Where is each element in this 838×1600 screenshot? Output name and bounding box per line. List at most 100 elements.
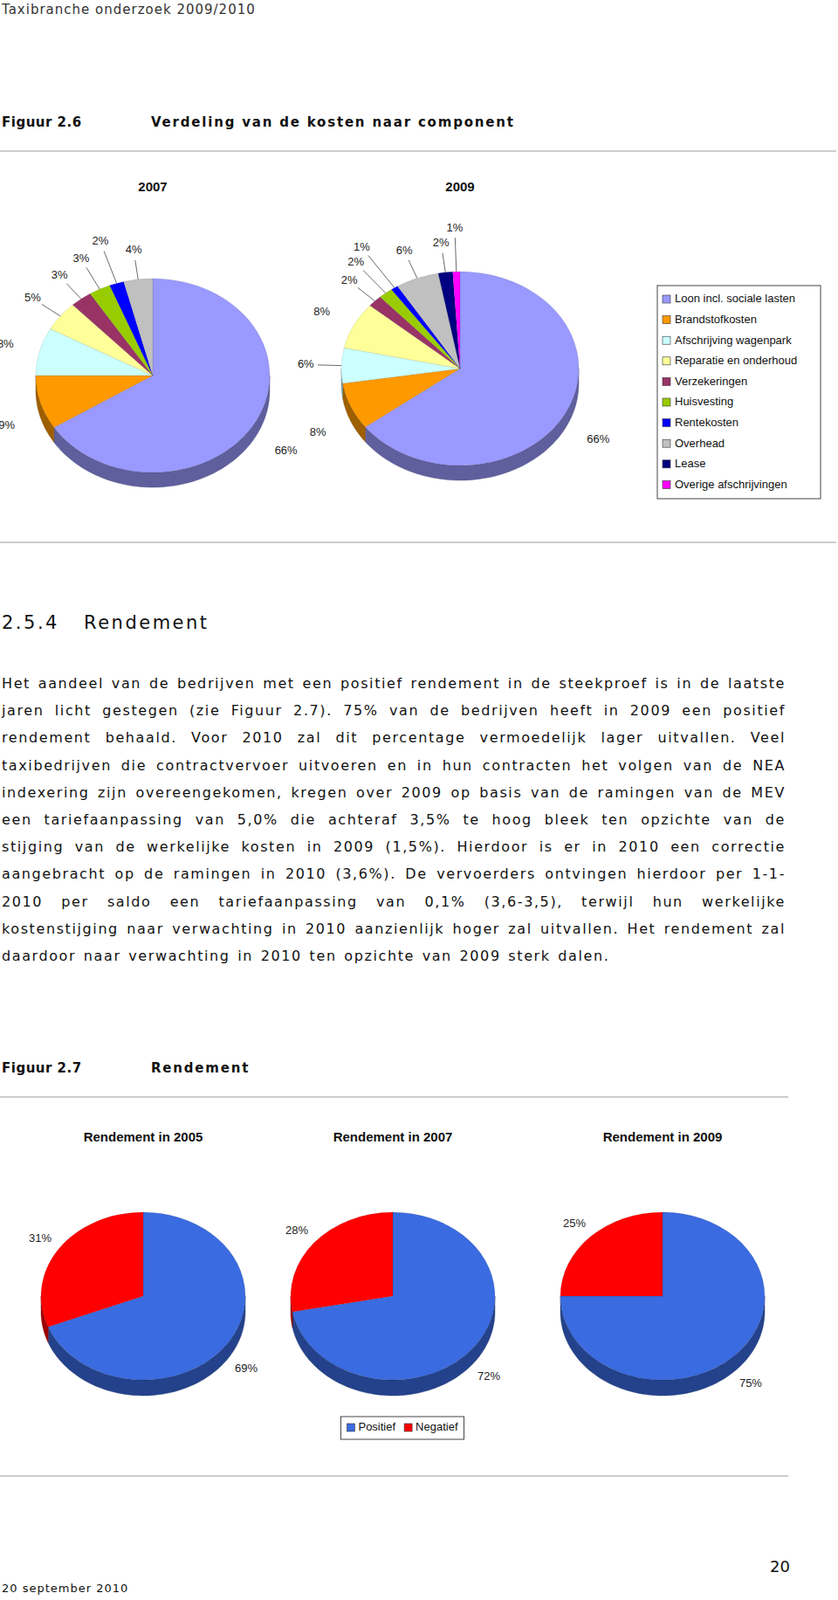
pie-slices: Loon incl. sociale lastenBrandstofkosten… [35, 278, 270, 473]
legend-swatch [404, 1422, 413, 1431]
leader-line [103, 250, 117, 283]
page-header: Taxibranche onderzoek 2009/2010 [1, 1, 256, 18]
legend-swatch [662, 357, 671, 365]
chart-title: 2007 [137, 178, 167, 194]
pie-slices: PositiefNegatief [290, 1211, 495, 1380]
pie-slice: Lease [438, 271, 461, 369]
legend-swatch [662, 336, 671, 344]
leader-line [442, 253, 446, 273]
chart-title: Rendement in 2009 [603, 1128, 723, 1144]
data-label: 9% [0, 418, 16, 432]
paragraph: Het aandeel van de bedrijven met een pos… [1, 669, 786, 969]
section-title: Rendement [83, 611, 210, 633]
legend-label: Huisvesting [674, 394, 734, 408]
pie-slices: PositiefNegatief [41, 1211, 246, 1380]
legend-swatch [346, 1422, 355, 1431]
legend-swatch [662, 480, 671, 488]
pie-slice: Negatief [560, 1211, 663, 1296]
leader-line [317, 364, 342, 366]
legend-label: Negatief [415, 1419, 459, 1433]
section-number: 2.5.4 [1, 611, 60, 633]
data-label: 28% [285, 1222, 309, 1237]
pie-chart: Rendement in 2009PositiefNegatief75%25% [560, 1128, 765, 1395]
legend-label: Rentekosten [674, 415, 739, 429]
legend-box [657, 285, 821, 499]
legend-label: Overhead [674, 436, 725, 450]
data-label: 1% [446, 220, 464, 234]
legend-label: Afschrijving wagenpark [674, 333, 792, 347]
legend-label: Lease [674, 456, 706, 470]
pie-slice: Brandstofkosten [35, 375, 153, 427]
page-number: 20 [750, 1556, 790, 1575]
leader-line [368, 254, 395, 288]
legend-swatch [662, 295, 671, 303]
data-labels: 69% 31% [28, 1230, 259, 1375]
data-label: 66% [274, 443, 298, 457]
pie-slice: Overhead [123, 278, 153, 376]
data-label: 2% [92, 233, 110, 248]
data-label: 31% [28, 1230, 52, 1244]
data-label: 2% [341, 273, 358, 287]
data-label: 8% [0, 336, 14, 351]
legend-swatch [662, 460, 671, 468]
legend-box [340, 1415, 464, 1439]
data-label: 6% [297, 357, 315, 371]
rule [0, 151, 837, 152]
data-label: 69% [234, 1360, 258, 1374]
leader-line [363, 270, 386, 294]
data-label: 2% [432, 235, 450, 249]
pie-chart: 2009 Loon incl. sociale lastenBrandstofko… [297, 178, 611, 481]
data-label: 3% [72, 251, 90, 265]
legend-label: Reparatie en onderhoud [674, 353, 797, 367]
rule [0, 1475, 789, 1477]
data-label: 6% [396, 243, 413, 257]
data-label: 2% [347, 254, 365, 268]
leader-line [41, 303, 61, 316]
footer-date: 20 september 2010 [1, 1580, 129, 1594]
data-label: 5% [24, 290, 42, 304]
figure-label: Figuur 2.6 [1, 114, 83, 131]
legend-label: Loon incl. sociale lasten [674, 291, 796, 305]
data-label: 72% [477, 1368, 501, 1382]
legend-label: Positief [357, 1419, 396, 1433]
data-label: 3% [51, 267, 69, 282]
leader-line [135, 260, 138, 280]
pie-chart: 2007 Loon incl. sociale lastenBrandstofko… [0, 178, 298, 488]
data-labels: 66%8%6%8%2%2%1%6%2%1% [297, 220, 611, 446]
data-labels: 66%9%8%5%3%3%2%4% [0, 233, 298, 457]
data-label: 1% [353, 240, 371, 254]
rule [0, 542, 837, 543]
chart-title: Rendement in 2007 [333, 1128, 454, 1144]
pie-slices: Loon incl. sociale lastenBrandstofkosten… [341, 271, 579, 466]
legend-swatch [662, 377, 671, 385]
legend-label: Overige afschrijvingen [674, 477, 788, 491]
pie-slice: Positief [560, 1211, 765, 1380]
chart-title: Rendement in 2005 [83, 1128, 204, 1144]
legend-swatch [662, 398, 671, 406]
figure-title: Verdeling van de kosten naar component [151, 114, 516, 131]
data-label: 25% [563, 1215, 586, 1230]
rule [0, 1096, 789, 1098]
leader-line [86, 267, 100, 289]
leader-line [454, 237, 456, 272]
pie-slices: PositiefNegatief [560, 1211, 765, 1380]
legend: Positief Negatief [340, 1415, 464, 1439]
figure-title: Rendement [151, 1059, 250, 1076]
leader-line [357, 287, 376, 301]
legend-label: Verzekeringen [674, 374, 748, 388]
legend-swatch [662, 419, 671, 427]
legend: Loon incl. sociale lasten Brandstofkosten… [657, 285, 821, 499]
pie-chart: Rendement in 2005 PositiefNegatief69% 31% [28, 1128, 259, 1395]
data-labels: 72% 28% [285, 1222, 501, 1382]
legend-swatch [662, 315, 671, 324]
pie-slice: Overige afschrijvingen [453, 271, 461, 369]
pie-chart: Rendement in 2007 PositiefNegatief72% 28% [285, 1128, 501, 1395]
pie-slice: Negatief [41, 1211, 144, 1326]
data-label: 75% [739, 1375, 763, 1389]
data-label: 66% [586, 432, 610, 446]
chart-title: 2009 [445, 178, 474, 194]
data-label: 4% [125, 242, 143, 256]
data-label: 8% [309, 425, 327, 439]
legend-label: Brandstofkosten [674, 312, 757, 326]
data-labels: 75% 25% [563, 1215, 763, 1390]
